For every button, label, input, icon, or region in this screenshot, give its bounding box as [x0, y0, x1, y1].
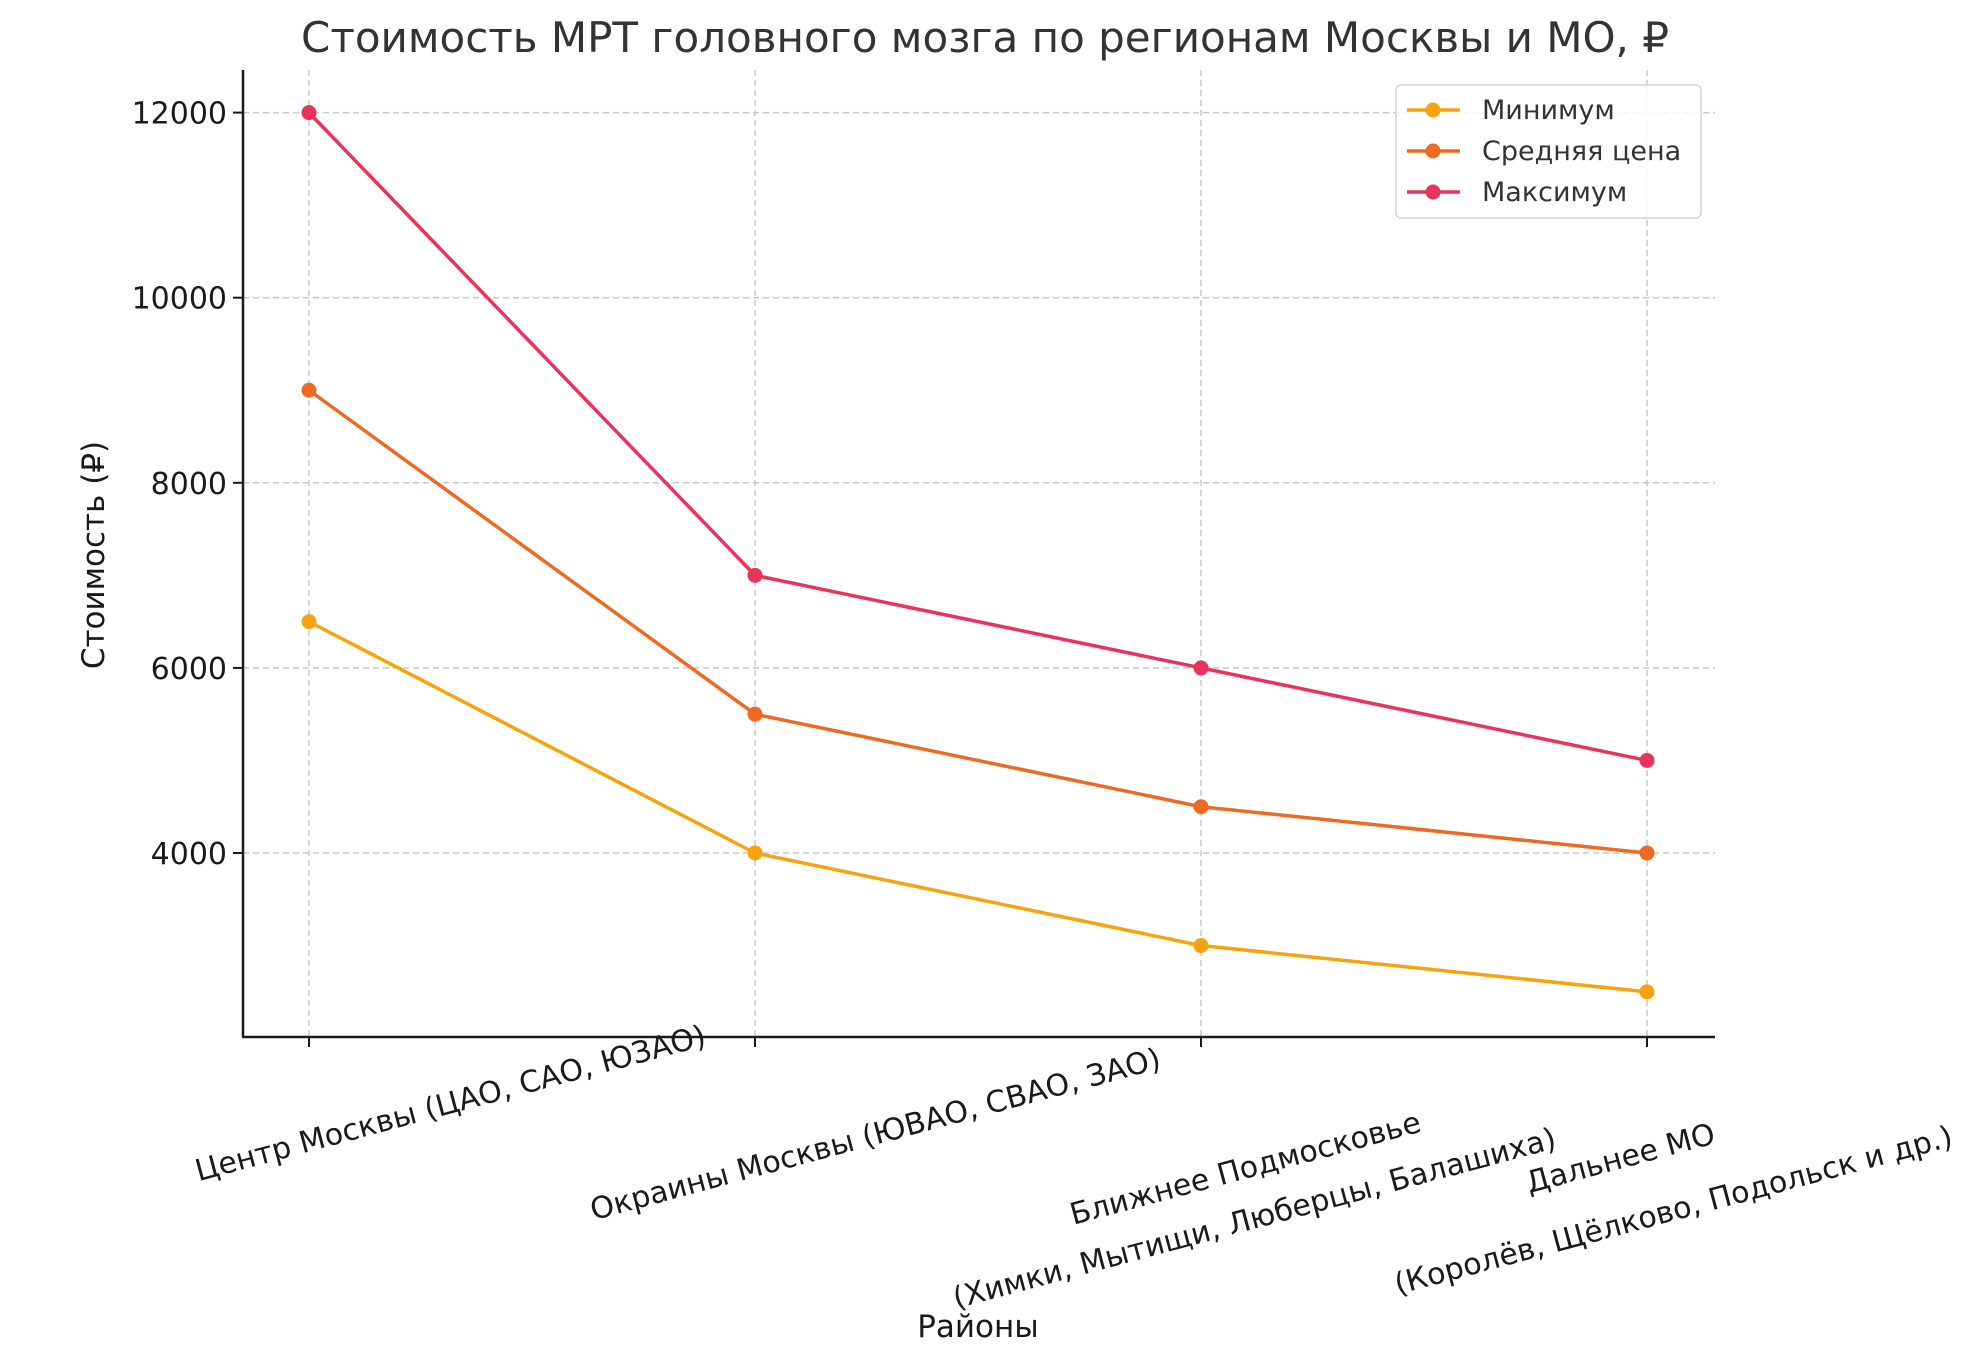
series-line [308, 620, 1648, 994]
y-tick-label: 8000 [151, 467, 227, 502]
x-axis-ticks: Центр Москвы (ЦАО, САО, ЮЗАО)Окраины Мос… [191, 1019, 1956, 1317]
data-point [1639, 984, 1655, 1000]
series-2 [301, 382, 1655, 861]
data-point [1193, 938, 1209, 954]
legend-label: Средняя цена [1482, 136, 1681, 167]
legend-entry: Минимум [1407, 95, 1615, 126]
data-point [747, 845, 763, 861]
y-tick-label: 4000 [151, 837, 227, 872]
y-tick-label: 10000 [132, 282, 227, 317]
y-axis-ticks: 4000 6000 8000 10000 12000 [132, 97, 243, 872]
data-point [747, 567, 763, 583]
series-line [307, 111, 1648, 763]
axes [241, 70, 1715, 1039]
legend-entry: Средняя цена [1407, 136, 1681, 167]
legend: Минимум Средняя цена Максимум [1395, 84, 1702, 219]
y-axis-label: Стоимость (₽) [76, 441, 112, 669]
series-line [307, 388, 1648, 855]
y-tick-label: 12000 [132, 97, 227, 132]
series [301, 105, 1655, 1000]
legend-label: Минимум [1482, 95, 1615, 126]
series-3 [301, 105, 1655, 768]
data-point [747, 706, 763, 722]
data-point [1639, 752, 1655, 768]
data-point [1193, 799, 1209, 815]
legend-swatch-marker [1425, 102, 1441, 118]
data-point [301, 105, 317, 121]
legend-label: Максимум [1482, 177, 1627, 208]
x-tick-label: Центр Москвы (ЦАО, САО, ЮЗАО) [191, 1019, 709, 1189]
x-axis-label: Районы [917, 1309, 1039, 1345]
data-point [1639, 845, 1655, 861]
legend-swatch-marker [1425, 143, 1441, 159]
legend-box [1395, 84, 1702, 219]
data-point [301, 382, 317, 398]
data-point [301, 614, 317, 630]
series-1 [301, 614, 1655, 1000]
legend-swatch-marker [1425, 184, 1441, 200]
y-tick-label: 6000 [151, 652, 227, 687]
legend-entry: Максимум [1407, 177, 1627, 208]
data-point [1193, 660, 1209, 676]
chart-title: Стоимость МРТ головного мозга по региона… [301, 13, 1669, 62]
